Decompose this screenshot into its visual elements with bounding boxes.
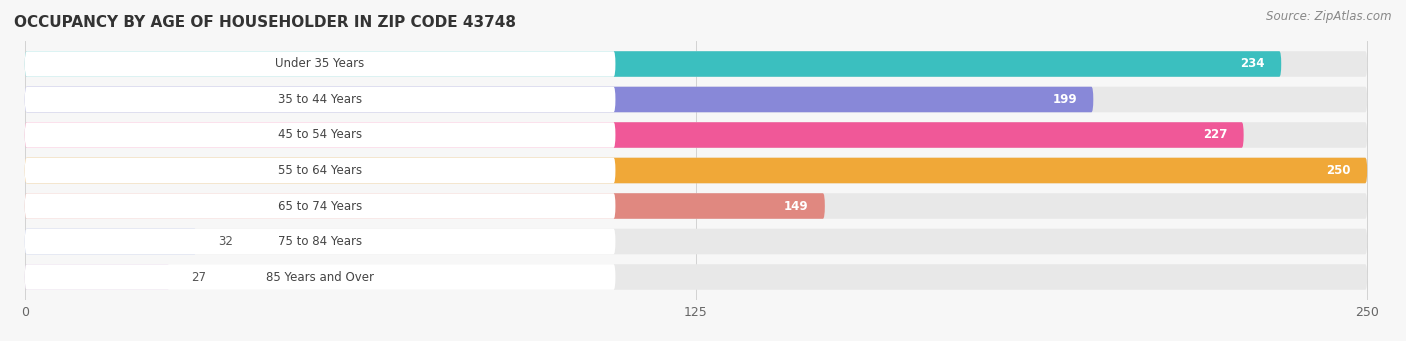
Text: 234: 234 [1240, 58, 1265, 71]
Text: 149: 149 [785, 199, 808, 212]
FancyBboxPatch shape [25, 122, 616, 148]
FancyBboxPatch shape [25, 193, 616, 219]
FancyBboxPatch shape [25, 264, 616, 290]
FancyBboxPatch shape [25, 87, 1367, 112]
Text: Source: ZipAtlas.com: Source: ZipAtlas.com [1267, 10, 1392, 23]
Text: 85 Years and Over: 85 Years and Over [266, 270, 374, 283]
Text: 45 to 54 Years: 45 to 54 Years [278, 129, 363, 142]
FancyBboxPatch shape [25, 122, 1367, 148]
Text: 250: 250 [1326, 164, 1351, 177]
FancyBboxPatch shape [25, 51, 1281, 77]
FancyBboxPatch shape [25, 264, 1367, 290]
FancyBboxPatch shape [25, 229, 616, 254]
FancyBboxPatch shape [25, 193, 825, 219]
FancyBboxPatch shape [25, 122, 1244, 148]
Text: 27: 27 [191, 270, 207, 283]
Text: 32: 32 [218, 235, 233, 248]
Text: OCCUPANCY BY AGE OF HOUSEHOLDER IN ZIP CODE 43748: OCCUPANCY BY AGE OF HOUSEHOLDER IN ZIP C… [14, 15, 516, 30]
FancyBboxPatch shape [25, 51, 616, 77]
Text: 75 to 84 Years: 75 to 84 Years [278, 235, 363, 248]
FancyBboxPatch shape [25, 229, 197, 254]
FancyBboxPatch shape [25, 87, 616, 112]
FancyBboxPatch shape [25, 229, 1367, 254]
FancyBboxPatch shape [25, 51, 1367, 77]
FancyBboxPatch shape [25, 158, 1367, 183]
FancyBboxPatch shape [25, 264, 170, 290]
FancyBboxPatch shape [25, 158, 616, 183]
Text: 65 to 74 Years: 65 to 74 Years [278, 199, 363, 212]
Text: 35 to 44 Years: 35 to 44 Years [278, 93, 363, 106]
FancyBboxPatch shape [25, 87, 1094, 112]
Text: 227: 227 [1204, 129, 1227, 142]
FancyBboxPatch shape [25, 158, 1367, 183]
FancyBboxPatch shape [25, 193, 1367, 219]
Text: 199: 199 [1053, 93, 1077, 106]
Text: 55 to 64 Years: 55 to 64 Years [278, 164, 363, 177]
Text: Under 35 Years: Under 35 Years [276, 58, 364, 71]
